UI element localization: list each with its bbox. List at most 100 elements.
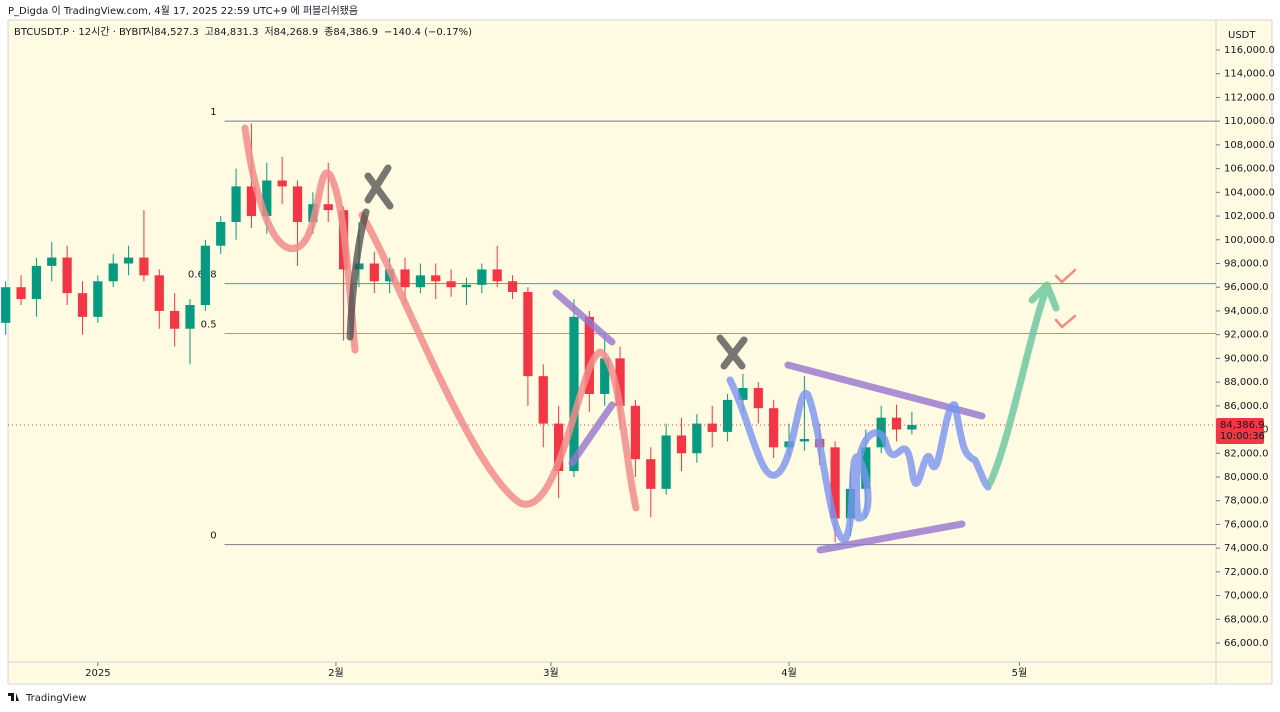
symbol: BTCUSDT.P · 12시간 · BYBIT [14, 26, 148, 38]
candle-body [738, 388, 748, 400]
published-note: P_Digda 이 TradingView.com, 4월 17, 2025 2… [8, 5, 358, 17]
dark-stroke [346, 208, 370, 341]
candle-body [400, 269, 410, 288]
candle-body [47, 257, 57, 266]
candle-body [369, 263, 379, 282]
x-tick-label: 2월 [328, 667, 344, 679]
candle-body [630, 405, 641, 460]
y-tick-label: 106,000.0 [1224, 164, 1275, 175]
candle-body [1, 287, 11, 323]
candle-body [554, 423, 564, 472]
x-mark [716, 334, 748, 370]
candle-body [31, 265, 42, 300]
chart-background [7, 19, 1273, 685]
last-price-box [1216, 417, 1264, 444]
candle-body [292, 186, 303, 222]
y-tick-label: 68,000.0 [1224, 614, 1269, 625]
blue-drawing [726, 376, 992, 544]
candle-body [569, 316, 579, 472]
candle-body [431, 275, 441, 282]
candle-body [415, 275, 426, 288]
fib-level-label: 1 [210, 107, 216, 118]
y-tick-label: 82,000.0 [1224, 448, 1269, 459]
candle-body [692, 423, 702, 454]
candle-body [477, 269, 487, 285]
candle-body [646, 459, 656, 489]
ohlc-value: 저84,268.9 [264, 26, 318, 38]
y-tick-label: 98,000.0 [1224, 258, 1269, 269]
y-tick-label: 108,000.0 [1224, 140, 1275, 151]
candle-body [907, 424, 917, 430]
candle-body [323, 204, 333, 211]
check-mark [1054, 268, 1077, 329]
x-tick-label: 2025 [85, 668, 110, 679]
candle-body [262, 180, 272, 217]
red-drawing [358, 211, 640, 512]
candle-body [661, 435, 671, 489]
candle-body [246, 186, 257, 217]
candle-body [769, 408, 779, 448]
y-tick-label: 88,000.0 [1224, 377, 1269, 388]
y-tick-label: 100,000.0 [1224, 235, 1275, 246]
candle-body [722, 399, 733, 432]
drawings [241, 124, 1077, 554]
candle-body [216, 221, 226, 246]
candle-body [154, 275, 164, 311]
red-drawing [241, 124, 359, 354]
candle-body [507, 281, 518, 292]
candle-body [185, 305, 195, 329]
ohlc-value: 고84,831.3 [205, 27, 259, 38]
candle-body [600, 358, 610, 394]
brand-logo [8, 693, 19, 701]
y-tick-label: 78,000.0 [1224, 496, 1269, 507]
x-tick-label: 5월 [1012, 667, 1028, 679]
ohlc-value: −140.4 (−0.17%) [384, 27, 472, 38]
candle-body [830, 447, 840, 519]
candle-body [891, 417, 902, 430]
y-tick-label: 114,000.0 [1224, 69, 1275, 80]
candle-body [62, 257, 72, 294]
ohlc-value: 종84,386.9 [324, 26, 378, 38]
brand: TradingView [25, 693, 86, 704]
countdown: 10:00:36 [1220, 431, 1265, 442]
green-arrow [986, 281, 1060, 487]
candle-body [77, 293, 88, 317]
candle-body [492, 269, 502, 282]
candle-body [170, 310, 180, 329]
y-tick-label: 74,000.0 [1224, 543, 1269, 554]
candle-body [523, 291, 533, 377]
y-tick-label: 96,000.0 [1224, 282, 1269, 293]
y-tick-label: 92,000.0 [1224, 330, 1269, 341]
candle-body [799, 439, 809, 442]
candle-body [538, 376, 548, 424]
candle-body [16, 287, 26, 300]
fib-level-label: 0 [210, 531, 216, 542]
candle-body [93, 281, 103, 317]
candle-body [200, 245, 210, 306]
x-tick-label: 4월 [781, 667, 797, 679]
candle-body [707, 423, 717, 432]
y-tick-label: 102,000.0 [1224, 211, 1275, 222]
candle-body [123, 257, 134, 264]
candle-body [277, 180, 287, 187]
candle-body [753, 388, 763, 409]
y-tick-label: 66,000.0 [1224, 638, 1269, 649]
y-tick-label: 112,000.0 [1224, 92, 1275, 103]
y-tick-label: 80,000.0 [1224, 472, 1269, 483]
last-price-label: 84,386.9 [1220, 420, 1265, 431]
candle-body [108, 263, 118, 282]
ohlc-value: 시84,527.3 [145, 26, 199, 38]
y-tick-label: 110,000.0 [1224, 116, 1275, 127]
candle-body [231, 186, 241, 222]
x-mark [364, 164, 394, 210]
purple-line [552, 289, 986, 554]
y-tick-label: 90,000.0 [1224, 353, 1269, 364]
candle-body [584, 316, 594, 394]
candle-body [676, 435, 687, 454]
y-tick-label: 94,000.0 [1224, 306, 1269, 317]
currency-label: USDT [1228, 30, 1256, 41]
candle-body [461, 284, 472, 288]
fib-level-label: 0.5 [201, 319, 217, 330]
candle-body [446, 281, 456, 288]
